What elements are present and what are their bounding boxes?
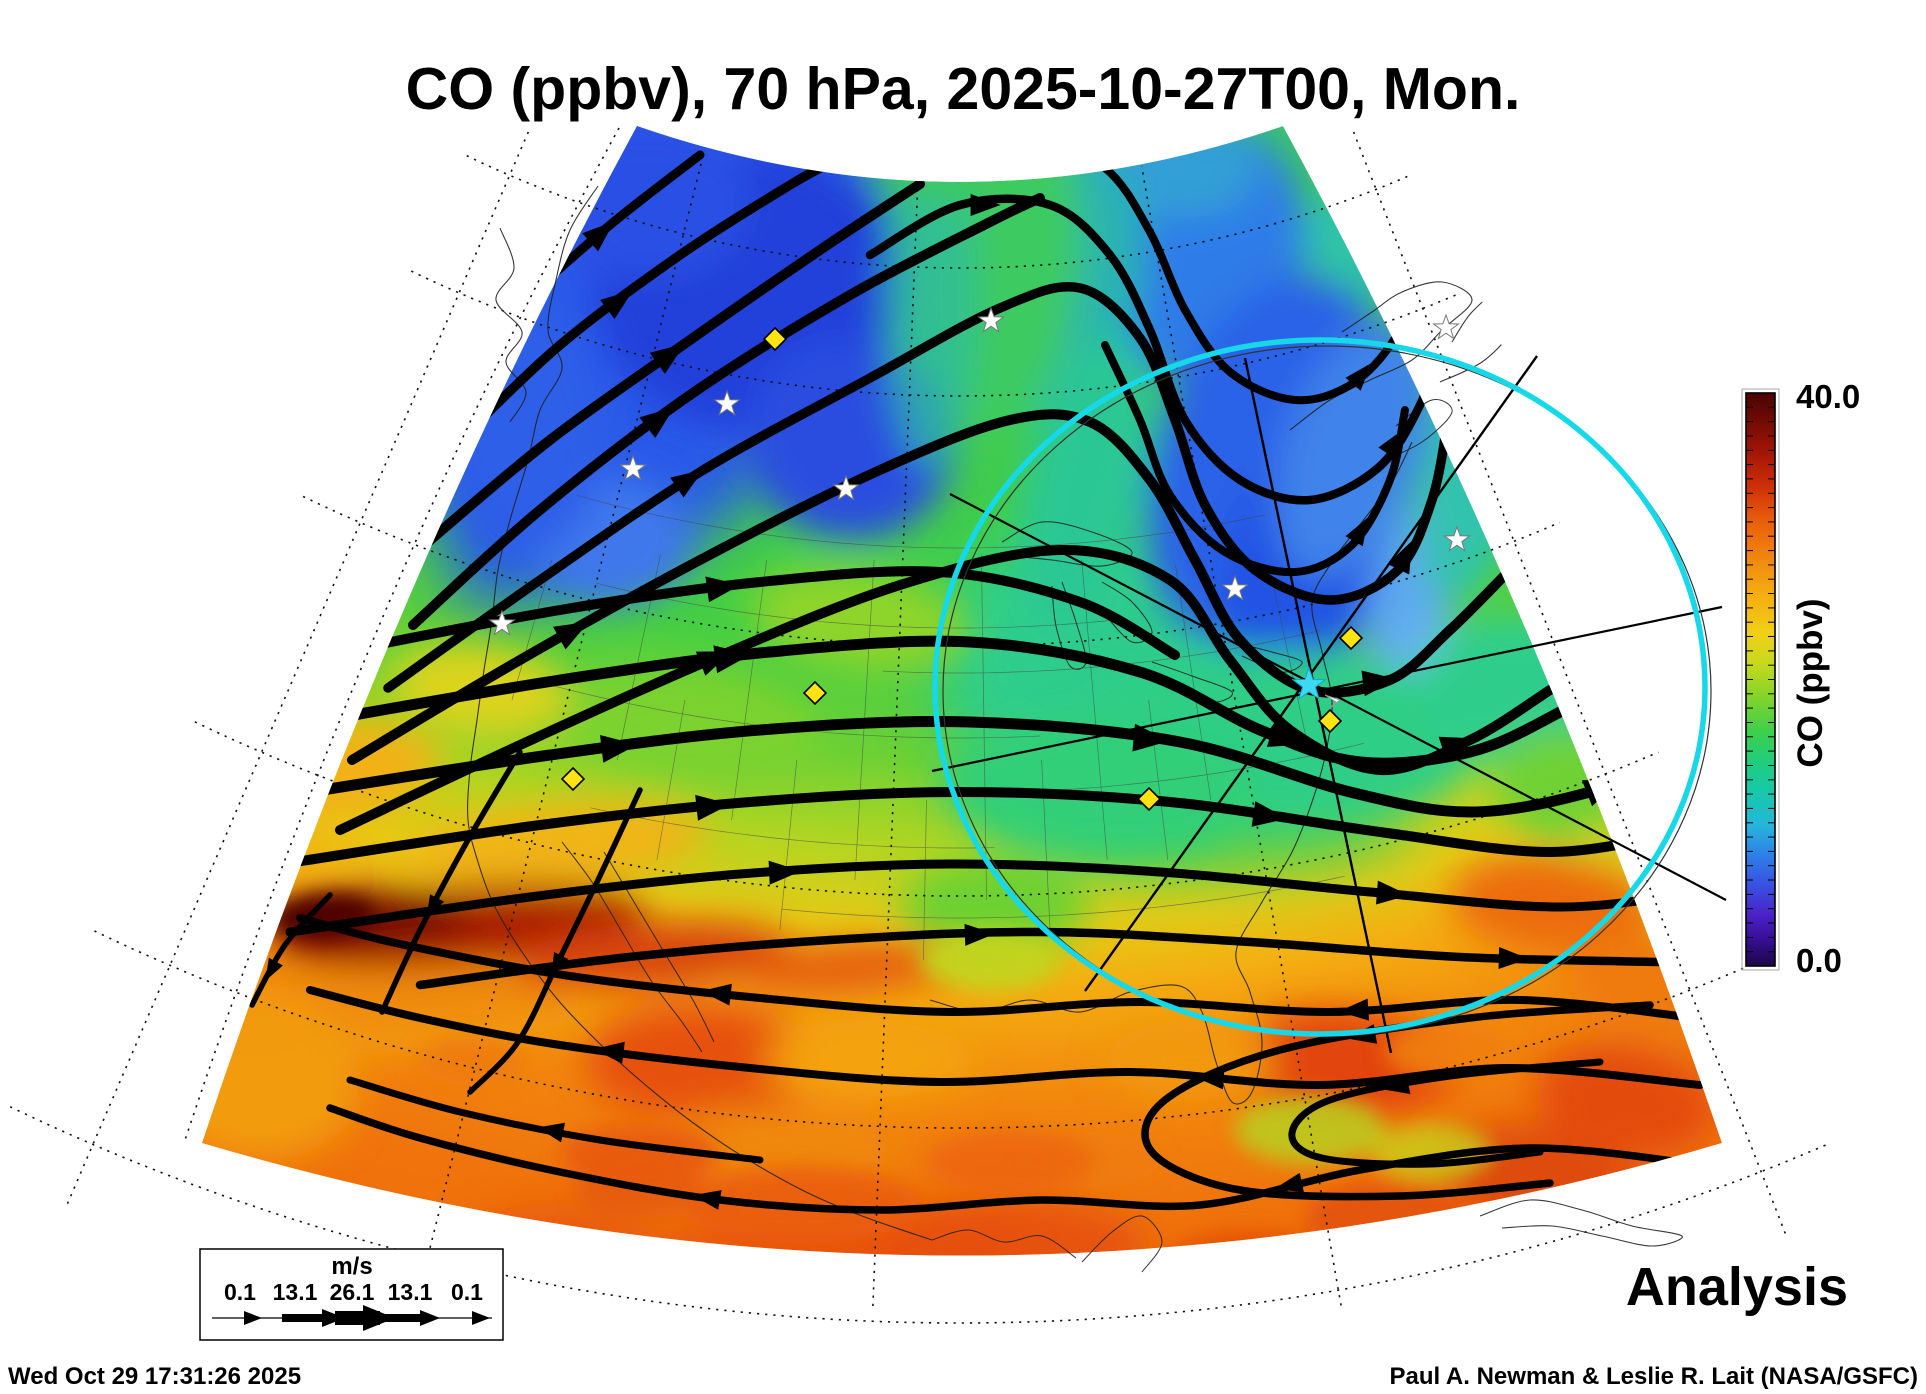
- svg-text:Wed Oct 29 17:31:26 2025: Wed Oct 29 17:31:26 2025: [8, 1363, 301, 1390]
- svg-text:0.0: 0.0: [1796, 942, 1842, 979]
- svg-text:13.1: 13.1: [273, 1279, 318, 1305]
- svg-text:26.1: 26.1: [330, 1279, 375, 1305]
- svg-text:40.0: 40.0: [1796, 378, 1860, 415]
- svg-text:0.1: 0.1: [224, 1279, 256, 1305]
- svg-text:CO (ppbv), 70 hPa, 2025-10-27T: CO (ppbv), 70 hPa, 2025-10-27T00, Mon.: [406, 56, 1521, 122]
- svg-text:Analysis: Analysis: [1626, 1257, 1848, 1317]
- svg-text:Paul A. Newman & Leslie R. Lai: Paul A. Newman & Leslie R. Lait (NASA/GS…: [1389, 1363, 1918, 1390]
- svg-text:m/s: m/s: [331, 1253, 372, 1280]
- svg-text:CO (ppbv): CO (ppbv): [1791, 598, 1830, 767]
- svg-text:0.1: 0.1: [451, 1279, 483, 1305]
- svg-text:13.1: 13.1: [388, 1279, 433, 1305]
